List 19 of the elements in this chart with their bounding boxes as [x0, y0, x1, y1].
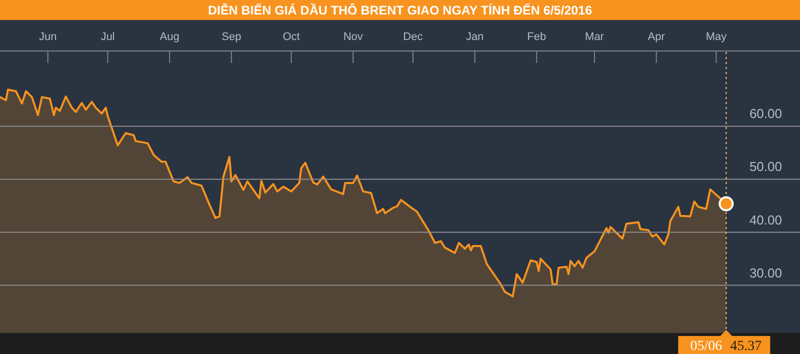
y-tick-label: 30.00 [749, 265, 782, 280]
x-tick-label: Mar [585, 31, 604, 43]
x-tick-label: Nov [343, 31, 364, 43]
text: 45.37 [730, 339, 762, 354]
x-tick-label: Apr [648, 31, 666, 43]
y-tick-label: 50.00 [749, 159, 782, 174]
x-tick-label: Feb [527, 31, 546, 43]
x-tick-label: Oct [282, 31, 300, 43]
x-tick-label: Dec [403, 31, 424, 43]
x-tick-label: Jul [100, 31, 115, 43]
y-tick-label: 60.00 [749, 106, 782, 122]
ref-line-label: 05/06 [690, 339, 722, 354]
chart-title: DIỄN BIẾN GIÁ DẦU THÔ BRENT GIAO NGAY TÍNH ĐẾN 6/5/2016 [208, 2, 592, 18]
x-tick-label: Sep [222, 31, 242, 43]
x-tick-label: Aug [160, 31, 180, 43]
x-tick-label: May [706, 31, 728, 43]
x-tick-label: Jun [39, 31, 57, 43]
y-tick-label: 40.00 [749, 212, 782, 228]
x-tick-label: Jan [466, 31, 484, 43]
